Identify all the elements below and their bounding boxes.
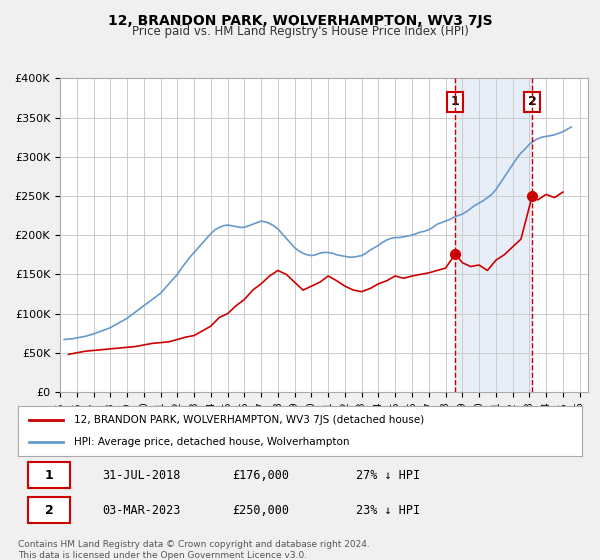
- FancyBboxPatch shape: [28, 462, 70, 488]
- Text: 27% ↓ HPI: 27% ↓ HPI: [356, 469, 421, 482]
- Text: 03-MAR-2023: 03-MAR-2023: [103, 503, 181, 517]
- Text: 1: 1: [451, 95, 460, 109]
- Text: 12, BRANDON PARK, WOLVERHAMPTON, WV3 7JS (detached house): 12, BRANDON PARK, WOLVERHAMPTON, WV3 7JS…: [74, 415, 425, 425]
- Text: 2: 2: [44, 503, 53, 517]
- Text: 12, BRANDON PARK, WOLVERHAMPTON, WV3 7JS: 12, BRANDON PARK, WOLVERHAMPTON, WV3 7JS: [107, 14, 493, 28]
- Text: HPI: Average price, detached house, Wolverhampton: HPI: Average price, detached house, Wolv…: [74, 437, 350, 447]
- Text: £250,000: £250,000: [232, 503, 289, 517]
- Text: Contains HM Land Registry data © Crown copyright and database right 2024.
This d: Contains HM Land Registry data © Crown c…: [18, 540, 370, 560]
- Text: Price paid vs. HM Land Registry's House Price Index (HPI): Price paid vs. HM Land Registry's House …: [131, 25, 469, 38]
- Text: 31-JUL-2018: 31-JUL-2018: [103, 469, 181, 482]
- FancyBboxPatch shape: [28, 497, 70, 523]
- Bar: [455, 78, 532, 392]
- Text: 23% ↓ HPI: 23% ↓ HPI: [356, 503, 421, 517]
- Text: 1: 1: [44, 469, 53, 482]
- Text: £176,000: £176,000: [232, 469, 289, 482]
- Text: 2: 2: [528, 95, 536, 109]
